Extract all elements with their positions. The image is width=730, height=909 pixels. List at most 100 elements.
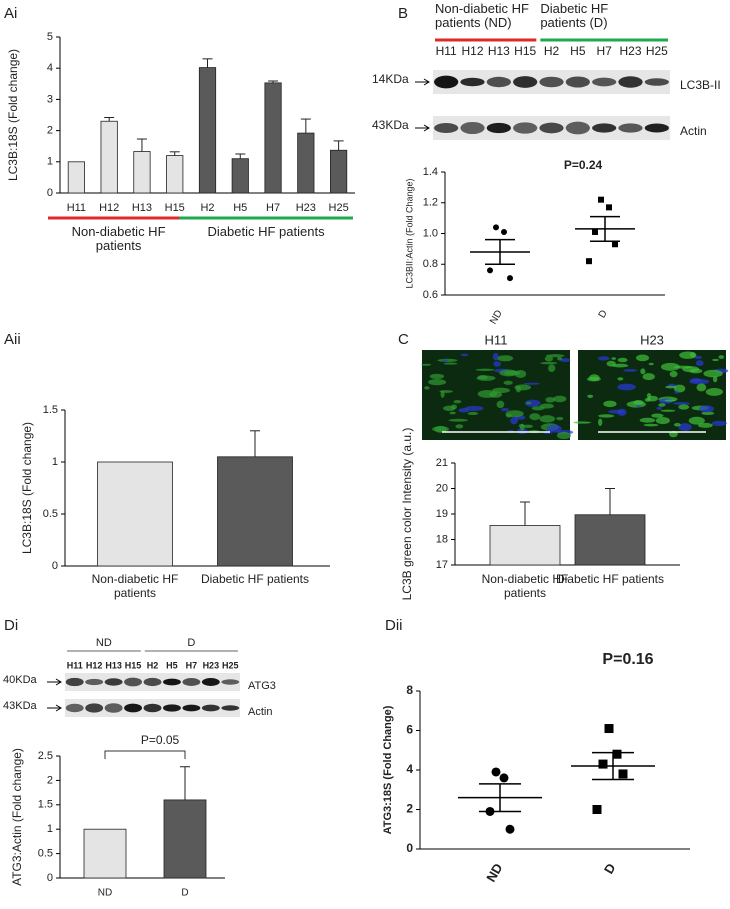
data-point xyxy=(491,767,501,777)
cell xyxy=(712,375,718,383)
blot-band xyxy=(644,78,669,86)
panel-label: B xyxy=(398,5,408,22)
blot-band xyxy=(85,678,104,686)
cell xyxy=(718,355,725,359)
blot-band xyxy=(143,677,162,687)
y-tick-label: 1 xyxy=(52,456,58,468)
cell xyxy=(546,424,562,433)
cell xyxy=(617,383,636,391)
data-point xyxy=(499,773,509,783)
cell xyxy=(525,401,532,405)
blot-band xyxy=(539,76,564,88)
cell xyxy=(492,352,499,361)
y-tick-label: 1.2 xyxy=(423,197,438,209)
cell xyxy=(699,405,715,413)
blot-band xyxy=(65,677,84,687)
data-point xyxy=(507,275,513,282)
cell xyxy=(697,422,713,428)
bracket xyxy=(104,750,186,759)
blot-band xyxy=(513,76,538,88)
cell xyxy=(608,409,625,414)
y-tick-label: 0.6 xyxy=(423,289,438,301)
data-point xyxy=(501,228,507,235)
data-point xyxy=(618,769,628,779)
lane-label: H2 xyxy=(147,660,159,670)
cell xyxy=(598,414,615,418)
kda-label: 43KDa xyxy=(3,700,38,712)
blot-band xyxy=(143,703,162,713)
y-tick-label: 1 xyxy=(47,156,53,168)
blot-band xyxy=(618,123,643,133)
x-tick-label: ND xyxy=(488,308,505,326)
data-point xyxy=(604,724,614,734)
cell xyxy=(673,384,686,393)
cell xyxy=(540,361,558,365)
y-tick-label: 21 xyxy=(436,457,448,469)
data-point xyxy=(592,228,598,235)
blot-band xyxy=(486,76,511,88)
cell xyxy=(617,357,628,363)
lane-label: H23 xyxy=(203,660,220,670)
cell xyxy=(545,354,565,358)
y-tick-label: 0.8 xyxy=(423,258,438,270)
y-axis-label: LC3BII:Actin (Fold Change) xyxy=(404,178,414,288)
cell xyxy=(514,369,527,378)
p-value: P=0.05 xyxy=(141,733,180,747)
data-point xyxy=(598,196,604,203)
x-tick-label: H23 xyxy=(296,202,316,214)
cell xyxy=(496,400,505,409)
cell xyxy=(424,386,430,390)
band-name: Actin xyxy=(248,706,272,718)
y-tick-label: 3 xyxy=(47,93,53,105)
lane-label: H25 xyxy=(646,44,668,58)
kda-label: 14KDa xyxy=(372,72,409,86)
cell xyxy=(689,351,696,358)
y-axis-label: LC3B green color Intensity (a.u.) xyxy=(400,428,414,601)
kda-arrow xyxy=(47,704,62,712)
y-tick-label: 2 xyxy=(406,802,413,816)
y-axis-label: LC3B:18S (Fold change) xyxy=(20,422,34,554)
blot-band xyxy=(460,121,485,135)
cell xyxy=(531,406,545,411)
data-point xyxy=(505,824,515,834)
blot-band xyxy=(618,76,643,88)
bar xyxy=(97,461,173,567)
cell xyxy=(701,411,715,416)
cell xyxy=(505,413,512,418)
blot-band xyxy=(221,705,240,711)
bar xyxy=(574,514,646,566)
data-point xyxy=(586,258,592,265)
cell xyxy=(694,355,702,360)
cell xyxy=(597,356,610,361)
cell xyxy=(678,423,692,431)
blot-group-label: Diabetic HF patients (D) xyxy=(540,1,609,30)
bar xyxy=(330,149,348,194)
cell xyxy=(544,356,554,362)
cell xyxy=(660,409,676,412)
bar xyxy=(198,67,217,194)
blot-band xyxy=(104,703,123,713)
cell xyxy=(428,378,447,386)
cell xyxy=(548,364,556,373)
panel-label: Ai xyxy=(4,5,17,22)
cell xyxy=(648,362,654,366)
cell xyxy=(689,378,710,385)
cell xyxy=(496,355,514,362)
panel-label: Dii xyxy=(385,617,403,634)
x-tick-label: Diabetic HF patients xyxy=(555,572,665,586)
blot-group-label: Non-diabetic HF patients (ND) xyxy=(435,1,529,30)
y-tick-label: 20 xyxy=(436,482,448,494)
x-tick-label: H7 xyxy=(266,202,280,214)
kda-label: 40KDa xyxy=(3,674,38,686)
group-label: Diabetic HF patients xyxy=(207,224,325,239)
cell xyxy=(556,431,572,440)
cell xyxy=(499,369,518,377)
lane-label: H25 xyxy=(222,660,239,670)
blot-band xyxy=(163,704,181,712)
cell xyxy=(587,394,594,398)
cell xyxy=(460,353,469,357)
cell xyxy=(557,356,563,361)
bar xyxy=(217,456,293,567)
blot-band xyxy=(539,122,564,134)
